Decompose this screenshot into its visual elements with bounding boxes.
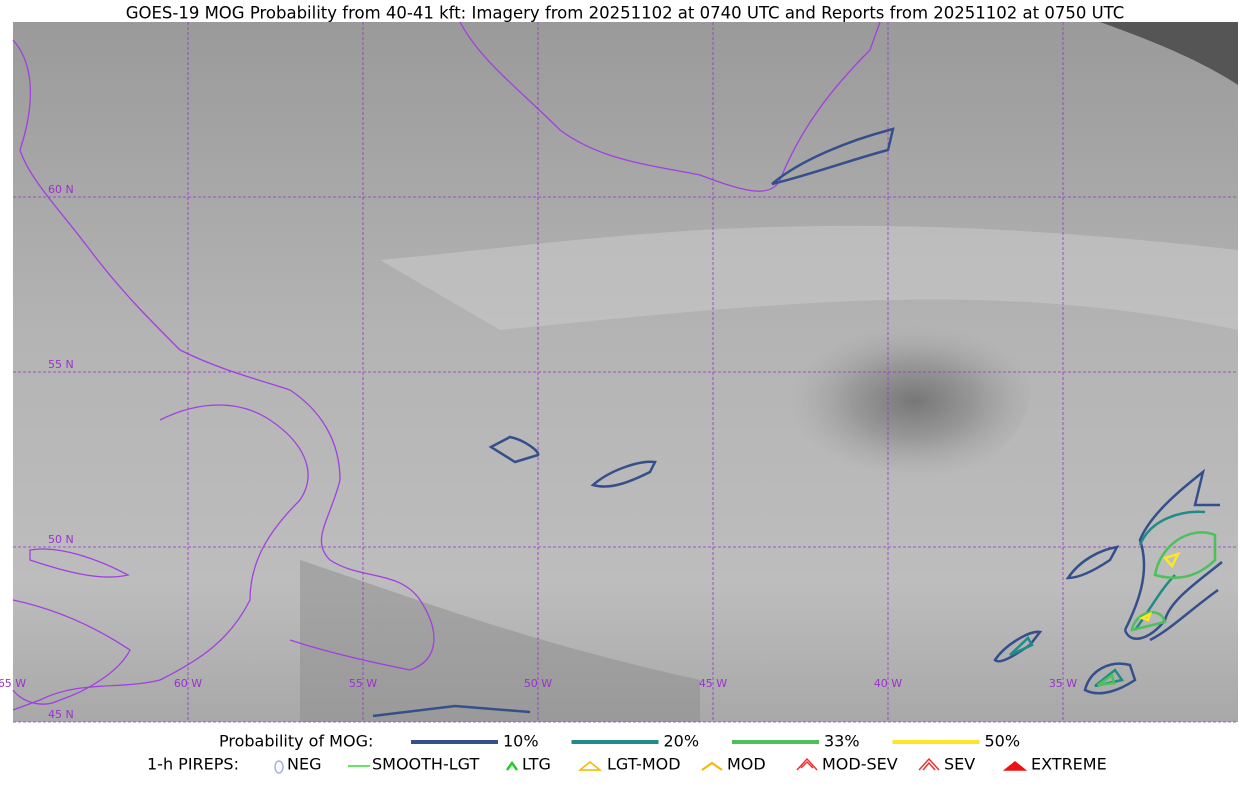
graticule: 60 N 55 N 50 N 45 N 65 W 60 W 55 W 50 W 45 W 40 W… [0, 22, 1238, 723]
dark-area [300, 560, 700, 722]
pirep-label: MOD-SEV [822, 755, 898, 774]
pirep-icons [274, 757, 1028, 774]
cloud-band [380, 225, 1238, 330]
cloud-swirl [670, 280, 1030, 500]
lon-label: 50 W [524, 677, 552, 690]
pirep-label: LTG [522, 755, 551, 774]
legend-label: 33% [824, 732, 860, 751]
lon-label: 65 W [0, 677, 26, 690]
pirep-label: NEG [287, 755, 321, 774]
lat-label: 50 N [48, 533, 74, 546]
legend-label: 50% [985, 732, 1021, 751]
pirep-label: MOD [727, 755, 766, 774]
legend-label: 10% [503, 732, 539, 751]
lon-label: 40 W [874, 677, 902, 690]
legend-label: 20% [664, 732, 700, 751]
map: 60 N 55 N 50 N 45 N 65 W 60 W 55 W 50 W 45 W 40 W… [0, 21, 1238, 723]
lon-label: 35 W [1049, 677, 1077, 690]
lat-label: 45 N [48, 708, 74, 721]
pireps-label: 1-h PIREPS: [147, 755, 239, 774]
lon-label: 45 W [699, 677, 727, 690]
contours [372, 127, 1223, 718]
lat-label: 55 N [48, 358, 74, 371]
pirep-label: LGT-MOD [607, 755, 681, 774]
pirep-label: EXTREME [1031, 755, 1107, 774]
coastlines [12, 21, 881, 711]
lat-label: 60 N [48, 183, 74, 196]
probability-label: Probability of MOG: [219, 732, 373, 751]
legend: Probability of MOG: 1-h PIREPS: 10% 20% 33… [147, 732, 1107, 774]
lon-label: 60 W [174, 677, 202, 690]
no-data [1100, 22, 1238, 85]
lon-label: 55 W [349, 677, 377, 690]
pirep-label: SEV [944, 755, 975, 774]
title: GOES-19 MOG Probability from 40-41 kft: … [126, 4, 1125, 23]
pirep-label: SMOOTH-LGT [372, 755, 479, 774]
